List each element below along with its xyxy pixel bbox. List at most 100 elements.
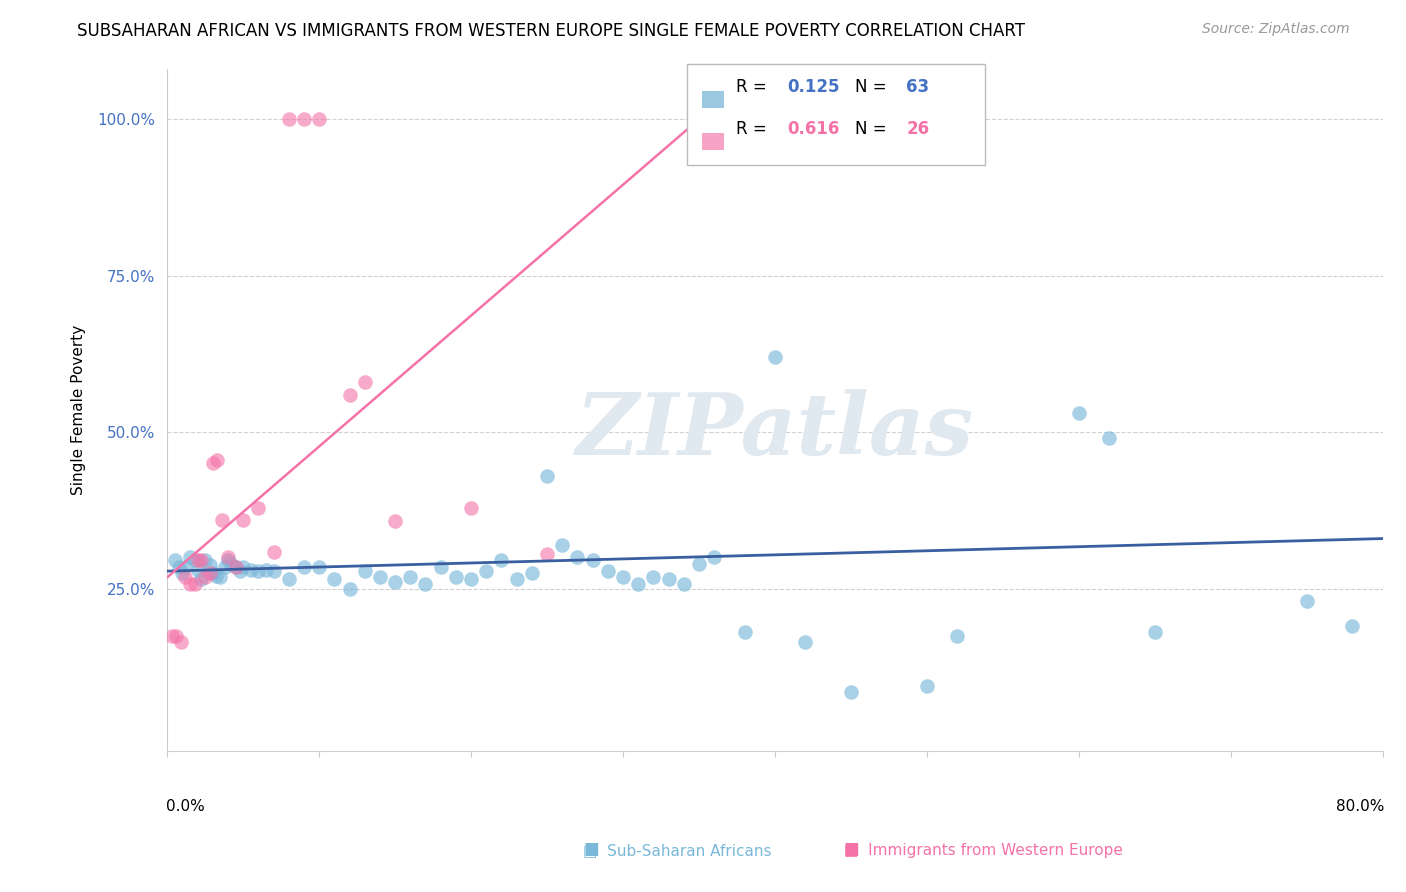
Text: 0.125: 0.125 — [787, 78, 839, 96]
Point — [444, 570, 467, 584]
Point — [353, 564, 375, 578]
Point — [612, 570, 634, 584]
Point — [323, 572, 346, 586]
Point — [582, 553, 605, 567]
Point — [763, 350, 786, 364]
Point — [263, 545, 285, 559]
FancyBboxPatch shape — [702, 91, 724, 108]
Point — [658, 572, 681, 586]
Point — [174, 570, 197, 584]
Point — [174, 559, 197, 574]
Text: 63: 63 — [907, 78, 929, 96]
Point — [368, 570, 391, 584]
Point — [201, 566, 224, 580]
Text: 26: 26 — [907, 120, 929, 138]
Point — [1296, 594, 1319, 608]
Point — [239, 563, 262, 577]
Point — [165, 629, 187, 643]
Text: □  Immigrants from Western Europe: □ Immigrants from Western Europe — [844, 843, 1122, 858]
Point — [491, 553, 513, 567]
Point — [163, 553, 186, 567]
Point — [596, 564, 619, 578]
Point — [1143, 625, 1166, 640]
Point — [399, 570, 422, 584]
Point — [308, 559, 330, 574]
Point — [292, 559, 315, 574]
Text: SUBSAHARAN AFRICAN VS IMMIGRANTS FROM WESTERN EUROPE SINGLE FEMALE POVERTY CORRE: SUBSAHARAN AFRICAN VS IMMIGRANTS FROM WE… — [77, 22, 1025, 40]
Point — [1341, 619, 1364, 633]
Y-axis label: Single Female Poverty: Single Female Poverty — [72, 325, 86, 495]
Point — [429, 559, 451, 574]
Text: □  Sub-Saharan Africans: □ Sub-Saharan Africans — [583, 843, 772, 858]
Point — [198, 566, 221, 580]
Point — [179, 576, 201, 591]
Point — [170, 635, 193, 649]
Point — [214, 559, 236, 574]
Point — [204, 569, 226, 583]
Point — [187, 553, 209, 567]
Text: R =: R = — [737, 120, 772, 138]
Point — [384, 514, 406, 528]
Point — [217, 550, 239, 565]
Point — [172, 566, 194, 580]
Point — [475, 564, 498, 578]
FancyBboxPatch shape — [702, 133, 724, 150]
Point — [536, 469, 558, 483]
Point — [179, 550, 201, 565]
Point — [225, 559, 247, 574]
Text: 0.0%: 0.0% — [166, 799, 205, 814]
Point — [384, 575, 406, 590]
Point — [211, 513, 233, 527]
Point — [536, 547, 558, 561]
Point — [160, 629, 183, 643]
Point — [229, 564, 252, 578]
Point — [194, 553, 217, 567]
FancyBboxPatch shape — [688, 64, 986, 165]
Point — [254, 563, 277, 577]
Point — [207, 453, 229, 467]
Point — [839, 685, 862, 699]
Point — [460, 501, 482, 516]
Text: N =: N = — [855, 120, 893, 138]
Point — [194, 570, 217, 584]
Point — [1067, 406, 1090, 420]
Point — [946, 629, 969, 643]
Point — [263, 564, 285, 578]
Point — [703, 550, 725, 565]
Point — [353, 375, 375, 389]
Point — [308, 112, 330, 126]
Point — [201, 457, 224, 471]
Point — [551, 538, 574, 552]
Text: ■: ■ — [583, 840, 599, 858]
Point — [209, 570, 232, 584]
Text: Source: ZipAtlas.com: Source: ZipAtlas.com — [1202, 22, 1350, 37]
Point — [520, 566, 543, 580]
Point — [247, 564, 270, 578]
Point — [219, 557, 242, 571]
Point — [339, 387, 361, 401]
Point — [415, 576, 437, 591]
Point — [187, 563, 209, 577]
Point — [190, 553, 212, 567]
Point — [643, 570, 665, 584]
Point — [217, 553, 239, 567]
Point — [198, 558, 221, 572]
Point — [794, 635, 817, 649]
Point — [1098, 431, 1121, 445]
Text: 0.616: 0.616 — [787, 120, 839, 138]
Point — [567, 550, 589, 565]
Point — [232, 513, 254, 527]
Point — [232, 559, 254, 574]
Point — [277, 112, 299, 126]
Point — [627, 576, 650, 591]
Point — [247, 501, 270, 516]
Point — [183, 553, 205, 567]
Point — [292, 112, 315, 126]
Point — [169, 559, 191, 574]
Point — [672, 576, 695, 591]
Text: ■: ■ — [844, 840, 859, 858]
Point — [190, 572, 212, 586]
Point — [734, 625, 756, 640]
Point — [505, 572, 527, 586]
Text: R =: R = — [737, 78, 772, 96]
